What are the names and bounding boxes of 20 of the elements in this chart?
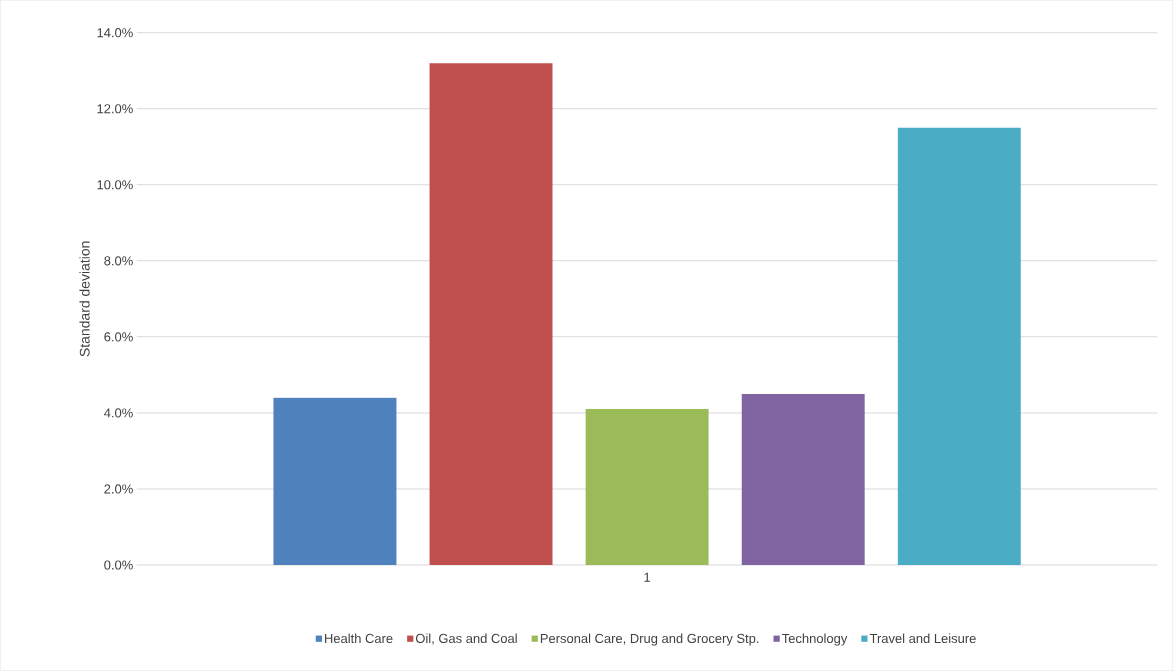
legend-label: Health Care (325, 633, 393, 644)
y-tick-label: 14.0% (97, 28, 133, 38)
y-tick-label: 2.0% (104, 484, 133, 494)
y-tick-label: 12.0% (97, 104, 133, 114)
bar (273, 397, 397, 566)
legend-label: Oil, Gas and Coal (415, 633, 517, 645)
bar (897, 127, 1021, 566)
y-tick-label: 8.0% (104, 256, 133, 266)
bar (741, 394, 865, 566)
legend-label: Personal Care, Drug and Grocery Stp. (540, 633, 759, 646)
legend-label: Technology (782, 633, 848, 646)
y-tick-label: 10.0% (97, 180, 133, 190)
y-tick-label: 4.0% (104, 408, 133, 418)
y-tick-label: 6.0% (104, 332, 133, 342)
x-tick-label: 1 (644, 572, 651, 582)
bar (585, 409, 709, 566)
legend-label: Travel and Leisure (869, 633, 976, 644)
y-tick-label: 0.0% (104, 560, 133, 570)
y-axis-title: Standard deviation (79, 241, 90, 357)
bar (429, 63, 553, 566)
